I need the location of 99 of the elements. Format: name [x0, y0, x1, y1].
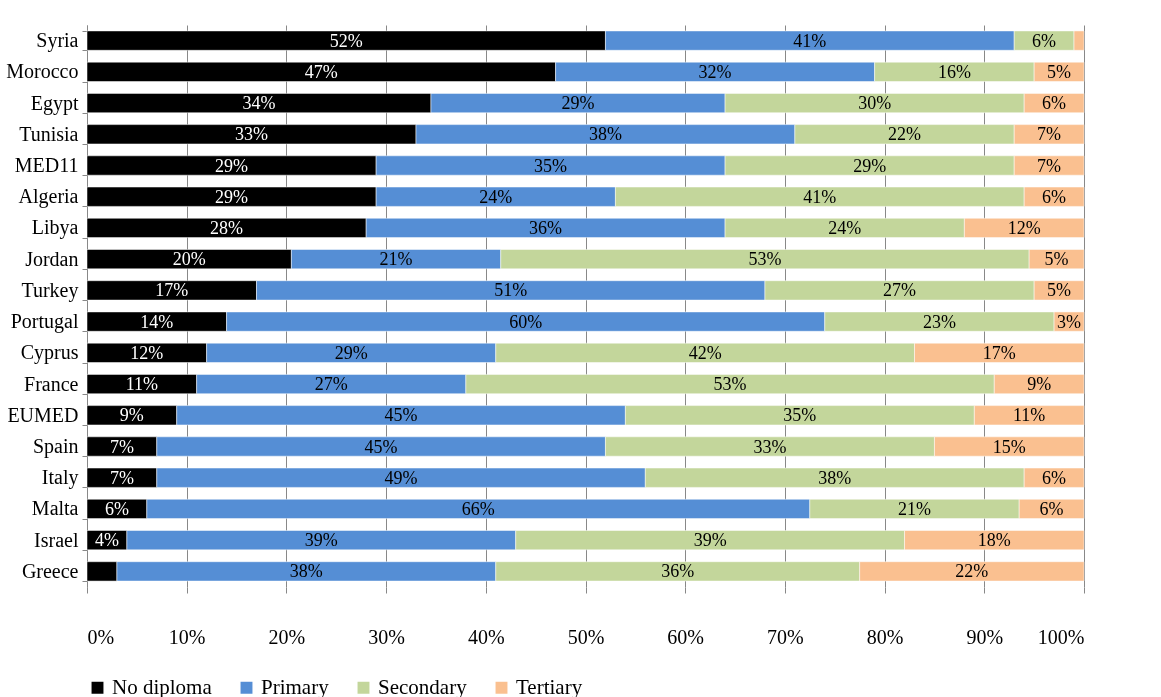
y-tick-label: EUMED	[7, 403, 79, 426]
data-label: 34%	[242, 93, 276, 114]
data-label: 29%	[334, 342, 368, 363]
data-label: 17%	[155, 280, 189, 301]
data-label: 45%	[364, 436, 398, 457]
data-label: 39%	[693, 530, 727, 551]
data-label: 11%	[1013, 405, 1046, 426]
y-tick-label: Italy	[41, 466, 79, 490]
data-label: 33%	[235, 124, 269, 145]
data-label: 24%	[479, 186, 513, 207]
data-label: 6%	[1042, 467, 1067, 488]
data-label: 28%	[210, 217, 244, 238]
data-label: 27%	[883, 280, 917, 301]
data-label: 30%	[858, 93, 892, 114]
data-label: 7%	[109, 467, 134, 488]
data-label: 27%	[314, 374, 348, 395]
data-label: 42%	[688, 342, 722, 363]
data-label: 24%	[828, 217, 862, 238]
data-label: 38%	[588, 124, 622, 145]
data-label: 3%	[1057, 311, 1082, 332]
data-label: 6%	[1032, 30, 1057, 51]
y-tick-label: Portugal	[10, 310, 79, 334]
data-label: 51%	[494, 280, 528, 301]
data-label: 36%	[661, 561, 695, 582]
data-label: 20%	[172, 249, 206, 270]
y-tick-label: Tunisia	[19, 122, 79, 145]
y-tick-label: Malta	[31, 497, 79, 520]
data-label: 17%	[982, 342, 1016, 363]
data-label: 60%	[509, 311, 543, 332]
data-label: 11%	[125, 374, 158, 395]
x-tick-label: 80%	[866, 625, 904, 648]
data-label: 41%	[803, 186, 837, 207]
y-tick-label: Cyprus	[20, 341, 79, 365]
y-tick-label: Greece	[21, 559, 79, 582]
data-label: 29%	[853, 155, 887, 176]
data-label: 12%	[1007, 217, 1041, 238]
data-label: 6%	[1042, 93, 1067, 114]
y-tick-label: Syria	[36, 29, 79, 53]
y-tick-label: Egypt	[30, 91, 79, 115]
data-label: 21%	[379, 249, 413, 270]
data-label: 66%	[461, 498, 495, 519]
data-label: 22%	[888, 124, 922, 145]
data-label: 49%	[384, 467, 418, 488]
x-tick-label: 70%	[767, 625, 804, 648]
data-label: 53%	[748, 249, 782, 270]
data-label: 52%	[329, 30, 363, 51]
x-tick-label: 40%	[467, 625, 505, 648]
data-label: 5%	[1047, 280, 1072, 301]
data-label: 35%	[783, 405, 817, 426]
data-label: 39%	[304, 530, 338, 551]
data-label: 7%	[1037, 155, 1062, 176]
data-label: 41%	[793, 30, 827, 51]
x-tick-label: 90%	[966, 625, 1004, 648]
data-label: 12%	[130, 342, 164, 363]
data-label: 38%	[818, 467, 852, 488]
data-label: 5%	[1044, 249, 1069, 270]
data-label: 47%	[304, 61, 338, 82]
y-tick-label: Spain	[32, 435, 79, 458]
data-label: 35%	[534, 155, 568, 176]
data-label: 45%	[384, 405, 418, 426]
data-label: 9%	[119, 405, 144, 426]
data-label: 29%	[561, 93, 595, 114]
x-tick-label: 30%	[368, 625, 405, 648]
data-label: 38%	[289, 561, 323, 582]
data-label: 9%	[1027, 374, 1052, 395]
x-tick-label: 20%	[268, 625, 306, 648]
data-label: 29%	[215, 155, 249, 176]
data-label: 23%	[922, 311, 956, 332]
y-tick-label: Turkey	[21, 278, 79, 302]
data-label: 33%	[753, 436, 787, 457]
data-label: 32%	[698, 61, 732, 82]
data-label: 14%	[140, 311, 174, 332]
y-tick-label: MED11	[14, 154, 79, 176]
data-label: 21%	[898, 498, 932, 519]
y-tick-label: Algeria	[18, 185, 79, 209]
data-label: 29%	[215, 186, 249, 207]
y-tick-label: Israel	[34, 528, 79, 551]
y-tick-label: Libya	[31, 216, 79, 240]
data-label: 5%	[1047, 61, 1072, 82]
data-label: 36%	[529, 217, 563, 238]
data-label: 7%	[1037, 124, 1062, 145]
data-label: 15%	[992, 436, 1026, 457]
data-label: 7%	[109, 436, 134, 457]
data-label: 4%	[94, 530, 119, 551]
y-tick-label: Morocco	[6, 60, 79, 83]
data-label: 6%	[104, 498, 129, 519]
data-label: 16%	[937, 61, 971, 82]
x-tick-label: 0%	[87, 625, 115, 648]
data-label: 53%	[713, 374, 747, 395]
data-label: 18%	[977, 530, 1011, 551]
data-label: 6%	[1042, 186, 1067, 207]
x-tick-label: 50%	[567, 625, 605, 648]
data-label: 22%	[955, 561, 989, 582]
x-tick-label: 60%	[667, 625, 705, 648]
y-tick-label: France	[24, 372, 79, 395]
y-tick-label: Jordan	[25, 247, 79, 270]
x-tick-label: 10%	[168, 625, 206, 648]
data-label: 6%	[1039, 498, 1064, 519]
x-tick-label: 100%	[1037, 625, 1085, 648]
